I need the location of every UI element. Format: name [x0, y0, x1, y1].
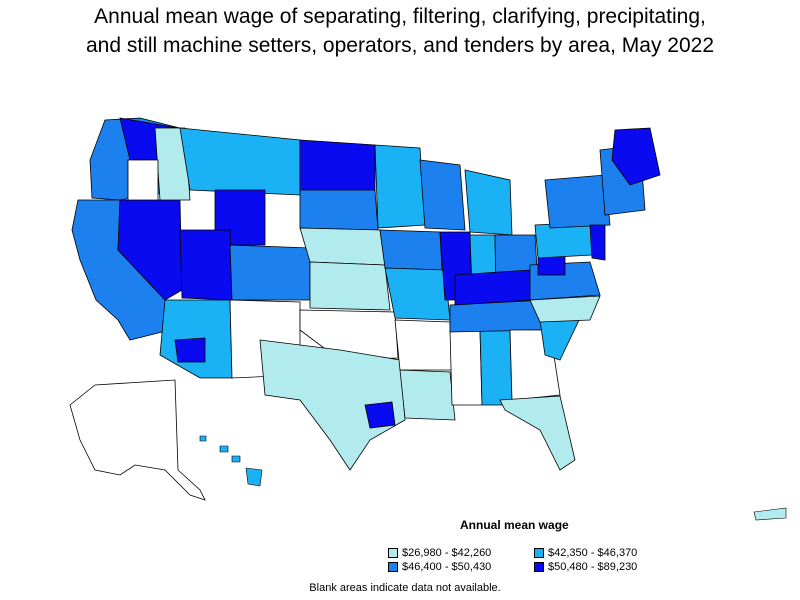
region-north-carolina [529, 295, 601, 323]
legend-swatch [534, 562, 544, 572]
legend-label: $50,480 - $89,230 [548, 561, 638, 573]
region-arkansas [394, 319, 453, 371]
hawaii [199, 435, 263, 487]
alaska [69, 379, 206, 501]
region-az-phoenix [174, 337, 206, 363]
region-maine [611, 127, 661, 186]
legend-item-tier-2: $42,350 - $46,370 [534, 546, 637, 560]
region-oregon-inland [127, 159, 159, 201]
map-title: Annual mean wage of separating, filterin… [0, 2, 800, 60]
region-alabama [479, 329, 513, 406]
region-kansas [309, 261, 391, 311]
puerto-rico [753, 507, 787, 521]
region-michigan [464, 169, 513, 236]
map-title-line-2: and still machine setters, operators, an… [85, 34, 714, 57]
region-nebraska [299, 227, 386, 266]
map-title-line-1: Annual mean wage of separating, filterin… [94, 5, 706, 28]
legend-item-tier-4: $50,480 - $89,230 [534, 560, 637, 574]
region-utah [179, 229, 233, 301]
region-texas-houston [364, 401, 396, 429]
legend-swatch [388, 562, 398, 572]
region-colorado [229, 244, 311, 301]
region-iowa [379, 229, 443, 271]
legend-label: $46,400 - $50,430 [402, 561, 492, 573]
region-minnesota [374, 144, 426, 229]
legend-title: Annual mean wage [460, 518, 569, 532]
contiguous-us [71, 117, 661, 471]
region-florida [499, 395, 576, 471]
region-new-york [544, 174, 611, 229]
legend-swatch [388, 548, 398, 558]
region-south-carolina [539, 317, 581, 361]
region-wisconsin [419, 159, 466, 231]
region-north-dakota [299, 139, 376, 191]
region-south-dakota [299, 189, 379, 231]
region-missouri [384, 267, 451, 321]
legend-swatch [534, 548, 544, 558]
region-new-jersey [589, 224, 606, 261]
region-texas [259, 339, 406, 471]
legend-label: $42,350 - $46,370 [548, 547, 638, 559]
region-mississippi [449, 329, 483, 406]
legend-label: $26,980 - $42,260 [402, 547, 492, 559]
region-montana [179, 127, 301, 196]
legend-item-tier-1: $26,980 - $42,260 [388, 546, 491, 560]
legend-item-tier-3: $46,400 - $50,430 [388, 560, 491, 574]
footnote: Blank areas indicate data not available. [309, 582, 501, 594]
region-louisiana [399, 369, 456, 421]
region-kentucky [454, 269, 533, 306]
